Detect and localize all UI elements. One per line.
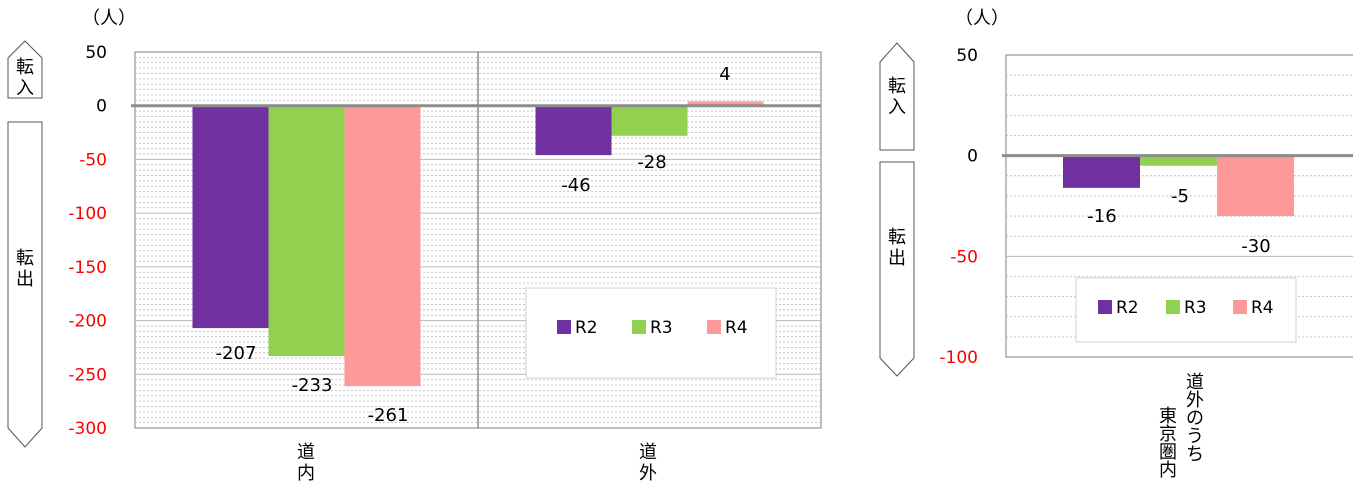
legend-swatch-r2: [557, 320, 571, 334]
legend-swatch-r3: [632, 320, 646, 334]
legend-label: R2: [575, 318, 598, 338]
y-tick-label: 50: [956, 46, 978, 66]
legend-label: R3: [650, 318, 673, 338]
legend-label: R3: [1184, 298, 1207, 318]
data-label: -28: [637, 152, 666, 173]
bar-r4-1: [344, 105, 421, 387]
chart-domestic-vs-outside: （人） 転入 転出 500-50-100-150-200-250-300 -20…: [7, 8, 822, 484]
x-category-label: 内: [1159, 460, 1177, 481]
legend-box: [1075, 277, 1297, 343]
bar-r3-2: [611, 105, 688, 136]
y-axis-tick-labels: 50 0 -50 -100: [939, 46, 978, 368]
outflow-label: 出: [16, 269, 34, 290]
legend-label: R2: [1116, 298, 1139, 318]
data-label: -233: [292, 375, 333, 396]
y-tick-label: -100: [68, 204, 107, 224]
inflow-label: 転: [16, 57, 34, 78]
x-category-label: 京: [1159, 424, 1177, 445]
outflow-arrow-shape: [879, 161, 915, 377]
outflow-label: 転: [888, 227, 906, 248]
y-tick-label: 0: [96, 97, 107, 117]
y-axis-tick-labels: 50 0 -50 -100 -150 -200 -250 -300: [68, 43, 107, 439]
x-category-label: 外: [639, 463, 657, 484]
y-tick-label: 50: [85, 43, 107, 63]
x-category-label: 道: [1186, 372, 1204, 393]
x-category-label: の: [1186, 408, 1204, 429]
inflow-side-label: 転入: [16, 57, 34, 99]
y-tick-label: -50: [79, 150, 107, 170]
x-category-label: 道: [297, 442, 315, 463]
y-tick-label: -100: [939, 348, 978, 368]
legend: R2 R3 R4: [1075, 277, 1297, 343]
data-labels: -207 -46 -233 -28 -261 4: [216, 64, 731, 426]
y-tick-label: -200: [68, 312, 107, 332]
legend: R2 R3 R4: [525, 287, 777, 379]
x-category-label: 外: [1186, 390, 1204, 411]
bars: [192, 101, 764, 387]
bar-r3-1: [1140, 155, 1217, 166]
outflow-arrow-shape: [7, 121, 43, 448]
x-category-label: 東: [1159, 406, 1177, 427]
bar-r2-1: [192, 105, 269, 329]
inflow-label: 入: [16, 78, 34, 99]
x-category-label: 道: [639, 442, 657, 463]
x-category-label: ち: [1186, 444, 1204, 465]
inflow-label: 入: [888, 97, 906, 118]
y-tick-label: -150: [68, 258, 107, 278]
bar-r4-1: [1217, 155, 1294, 217]
bar-r2-1: [1063, 155, 1140, 188]
legend-swatch-r2: [1098, 300, 1112, 314]
bars: [1063, 155, 1294, 217]
legend-label: R4: [725, 318, 748, 338]
data-label: -16: [1087, 206, 1116, 227]
legend-label: R4: [1251, 298, 1274, 318]
x-category-label: う: [1186, 426, 1204, 447]
x-category-label: 圏: [1159, 442, 1177, 463]
y-tick-label: -250: [68, 365, 107, 385]
data-label: -46: [561, 175, 590, 196]
outflow-label: 転: [16, 248, 34, 269]
bar-r4-2: [687, 101, 764, 106]
bar-r2-2: [535, 105, 612, 156]
inflow-arrow-shape: [7, 40, 43, 99]
legend-swatch-r3: [1166, 300, 1180, 314]
data-label: 4: [719, 64, 730, 85]
data-label: -5: [1171, 186, 1189, 207]
unit-label: （人）: [955, 8, 1009, 29]
data-label: -207: [216, 343, 257, 364]
data-label: -30: [1241, 236, 1270, 257]
outflow-label: 出: [888, 248, 906, 269]
unit-label: （人）: [82, 8, 136, 29]
y-tick-label: -50: [950, 247, 978, 267]
x-category-label: 内: [297, 463, 315, 484]
chart-tokyo-area: （人） 転入 転出 500-50-100 -16-5-30 道外のうち東京圏内 …: [879, 8, 1353, 481]
data-labels: -16 -5 -30: [1087, 186, 1270, 257]
inflow-label: 転: [888, 76, 906, 97]
data-label: -261: [368, 405, 409, 426]
inflow-arrow-shape: [879, 42, 915, 151]
inflow-side-label: 転入: [888, 76, 906, 118]
outflow-side-label: 転出: [888, 227, 906, 269]
legend-swatch-r4: [707, 320, 721, 334]
y-tick-label: 0: [967, 147, 978, 167]
legend-swatch-r4: [1233, 300, 1247, 314]
y-tick-label: -300: [68, 419, 107, 439]
outflow-side-label: 転出: [16, 248, 34, 290]
bar-r3-1: [268, 105, 345, 357]
